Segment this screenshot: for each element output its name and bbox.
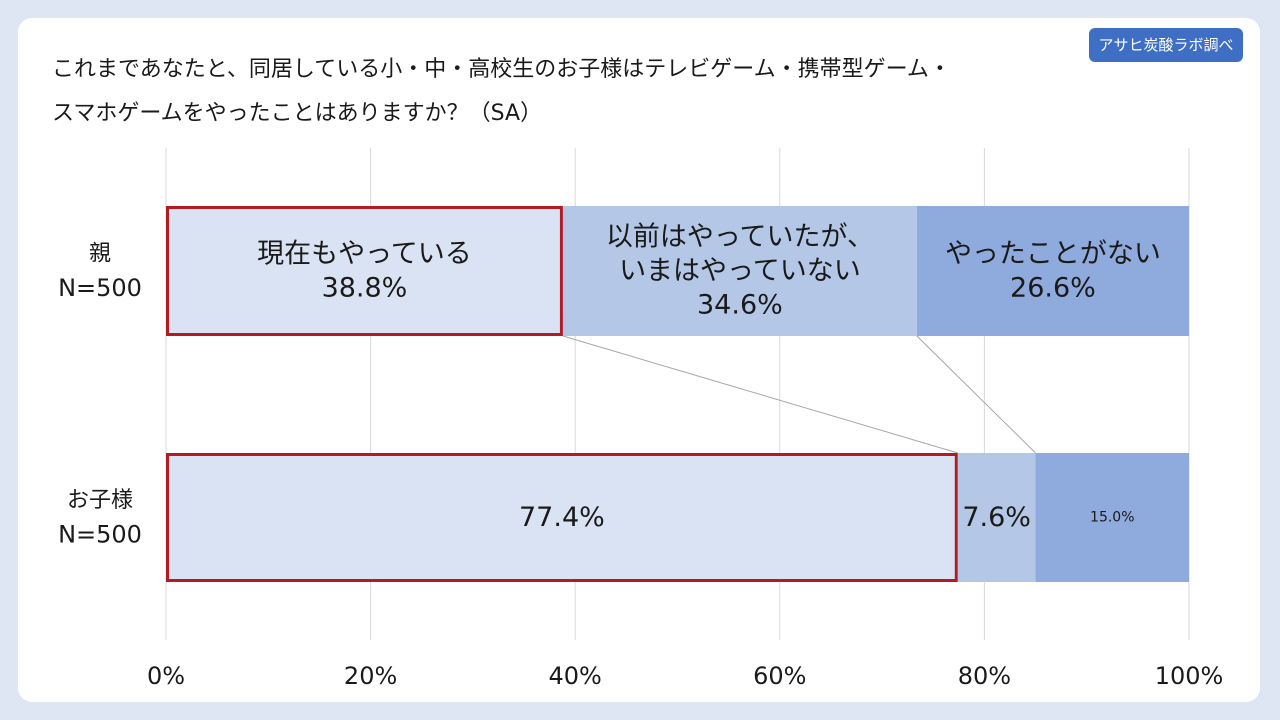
x-tick-label-5: 100% xyxy=(1155,662,1224,690)
highlight-border-0 xyxy=(166,206,563,336)
data-label-previously-1-0: 7.6% xyxy=(962,502,1031,533)
x-tick-label-2: 40% xyxy=(549,662,602,690)
category-label-0-name: 親 xyxy=(89,242,111,267)
category-label-1-name: お子様 xyxy=(67,488,133,513)
bar-previously-0 xyxy=(562,206,917,336)
highlight-border-1 xyxy=(166,453,958,582)
category-label-1-n: N=500 xyxy=(58,521,142,549)
data-label-currently-1-0: 77.4% xyxy=(519,502,605,533)
data-label-currently-0-1: 38.8% xyxy=(322,273,408,304)
connector-line-1 xyxy=(916,335,1036,454)
title-line-2: スマホゲームをやったことはありますか？（SA） xyxy=(52,101,543,126)
bar-currently-1 xyxy=(166,453,958,582)
x-tick-label-3: 60% xyxy=(753,662,806,690)
data-label-currently-0-0: 現在もやっている xyxy=(257,239,472,270)
x-tick-label-1: 20% xyxy=(344,662,397,690)
data-label-never-0-1: 26.6% xyxy=(1010,273,1096,304)
data-label-never-1-0: 15.0% xyxy=(1090,510,1134,526)
connector-line-0 xyxy=(562,335,958,454)
x-tick-label-4: 80% xyxy=(958,662,1011,690)
bar-never-0 xyxy=(916,206,1189,336)
chart-title: これまであなたと、同居している小・中・高校生のお子様はテレビゲーム・携帯型ゲーム… xyxy=(52,48,1052,136)
data-label-previously-0-2: 34.6% xyxy=(697,290,783,321)
title-line-1: これまであなたと、同居している小・中・高校生のお子様はテレビゲーム・携帯型ゲーム… xyxy=(52,57,951,82)
bar-previously-1 xyxy=(957,453,1036,582)
bar-never-1 xyxy=(1035,453,1189,582)
source-badge: アサヒ炭酸ラボ調べ xyxy=(1089,28,1243,62)
x-tick-label-0: 0% xyxy=(147,662,185,690)
data-label-previously-0-0: 以前はやっていたが、 xyxy=(606,222,874,253)
data-label-previously-0-1: いまはやっていない xyxy=(619,256,861,287)
bar-currently-0 xyxy=(166,206,563,336)
chart-card xyxy=(18,18,1260,702)
data-label-never-0-0: やったことがない xyxy=(945,239,1161,270)
category-label-0-n: N=500 xyxy=(58,274,142,302)
